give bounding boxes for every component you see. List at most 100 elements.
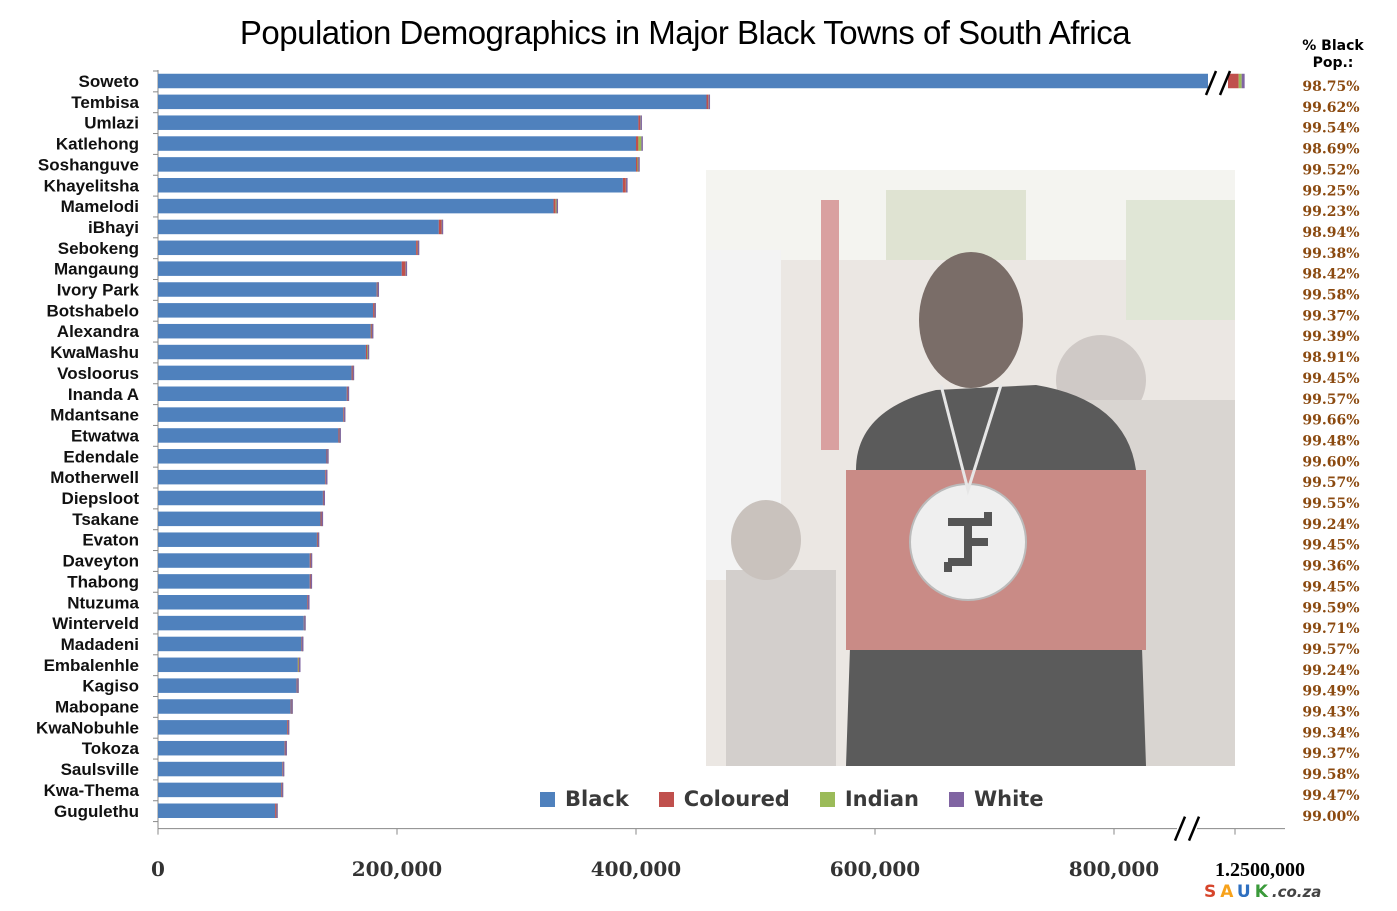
bar-black bbox=[158, 261, 402, 276]
bar-white bbox=[441, 219, 444, 235]
brand-domain: .co.za bbox=[1271, 883, 1322, 901]
bar-white bbox=[310, 574, 313, 589]
bar-coloured bbox=[553, 198, 556, 214]
bar-white bbox=[347, 386, 350, 401]
legend-item: Coloured bbox=[658, 787, 790, 811]
bar-white bbox=[310, 553, 313, 568]
bar-white bbox=[321, 511, 324, 527]
bar-coloured bbox=[320, 511, 323, 527]
legend: Black Coloured Indian White bbox=[540, 784, 1074, 814]
category-label: iBhayi bbox=[88, 218, 139, 237]
bar-indian bbox=[1238, 73, 1242, 89]
bar-coloured bbox=[365, 344, 368, 360]
pct-black-value: 98.42% bbox=[1302, 267, 1359, 283]
legend-label: Indian bbox=[844, 787, 919, 811]
bar-white bbox=[367, 344, 370, 360]
photo-inset-icon bbox=[706, 170, 1235, 766]
pct-black-value: 99.45% bbox=[1302, 371, 1359, 387]
bar-black bbox=[158, 157, 636, 172]
bar-black bbox=[158, 595, 308, 610]
pct-black-value: 99.37% bbox=[1302, 746, 1359, 762]
bar-black bbox=[158, 136, 636, 151]
bar-black bbox=[158, 699, 291, 714]
category-label: Inanda A bbox=[68, 385, 139, 404]
axis-break-mark bbox=[1218, 70, 1232, 96]
bar-black bbox=[158, 407, 344, 422]
bar-black bbox=[158, 323, 371, 339]
bar-white bbox=[339, 428, 341, 443]
bar-white bbox=[327, 449, 329, 464]
bar-black bbox=[158, 449, 327, 464]
pct-black-value: 99.59% bbox=[1302, 600, 1359, 616]
pct-black-value: 99.54% bbox=[1302, 121, 1359, 137]
category-label: Tokoza bbox=[82, 739, 140, 758]
bar-black bbox=[158, 740, 285, 756]
bar-white bbox=[405, 261, 408, 276]
chart-title: Population Demographics in Major Black T… bbox=[239, 14, 1131, 51]
bar-black bbox=[158, 344, 366, 360]
bar-white bbox=[641, 136, 643, 151]
bar-black bbox=[158, 803, 276, 818]
pct-black-value: 99.36% bbox=[1302, 559, 1359, 575]
brand-logo: SAUK.co.za bbox=[1204, 882, 1321, 902]
bar-white bbox=[352, 365, 355, 381]
category-label: Madadeni bbox=[61, 635, 139, 654]
bar-coloured bbox=[1225, 73, 1239, 89]
bar-black bbox=[158, 198, 554, 214]
bar-black bbox=[158, 636, 302, 652]
pct-black-value: 99.60% bbox=[1302, 454, 1359, 470]
category-label: Mamelodi bbox=[61, 197, 139, 216]
pct-black-value: 99.24% bbox=[1302, 663, 1359, 679]
bar-white bbox=[371, 323, 374, 339]
axis-break-mark bbox=[1173, 816, 1187, 842]
bar-coloured bbox=[373, 303, 375, 318]
category-label: Mabopane bbox=[55, 698, 139, 717]
bar-coloured bbox=[636, 136, 639, 151]
bar-white bbox=[317, 532, 320, 547]
pct-black-value: 99.58% bbox=[1302, 767, 1359, 783]
x-tick-label: 200,000 bbox=[352, 857, 442, 881]
pct-black-value: 99.25% bbox=[1302, 183, 1359, 199]
pct-black-value: 99.49% bbox=[1302, 684, 1359, 700]
brand-letter: A bbox=[1220, 882, 1237, 902]
bar-indian bbox=[555, 198, 558, 214]
category-label: Botshabelo bbox=[46, 301, 139, 320]
legend-swatch bbox=[948, 791, 964, 807]
pct-black-value: 99.37% bbox=[1302, 308, 1359, 324]
pct-black-value: 98.75% bbox=[1302, 79, 1359, 95]
bar-white bbox=[638, 157, 640, 172]
category-label: KwaNobuhle bbox=[36, 718, 139, 737]
pct-black-value: 99.57% bbox=[1302, 475, 1359, 491]
bar-white bbox=[417, 240, 420, 256]
bar-black bbox=[158, 178, 623, 193]
brand-letter: U bbox=[1236, 882, 1255, 902]
bar-black bbox=[158, 115, 639, 130]
x-tick-label: 400,000 bbox=[591, 857, 681, 881]
pct-black-value: 99.38% bbox=[1302, 246, 1359, 262]
pct-black-header: % Black Pop.: bbox=[1302, 38, 1364, 71]
pct-black-value: 99.52% bbox=[1302, 162, 1359, 178]
bar-black bbox=[158, 303, 374, 318]
bar-coloured bbox=[638, 115, 641, 130]
category-label: Ntuzuma bbox=[67, 593, 139, 612]
bar-black bbox=[158, 511, 321, 527]
category-label: Kagiso bbox=[82, 677, 139, 696]
category-label: Diepsloot bbox=[62, 489, 140, 508]
category-label: Daveyton bbox=[62, 552, 139, 571]
bar-coloured bbox=[338, 428, 340, 443]
pct-black-value: 98.69% bbox=[1302, 142, 1359, 158]
legend-item: Indian bbox=[819, 787, 919, 811]
bar-white bbox=[323, 490, 326, 506]
bar-black bbox=[158, 73, 1226, 89]
bar-coloured bbox=[416, 240, 418, 256]
bar-black bbox=[158, 761, 283, 777]
x-tick-label: 600,000 bbox=[830, 857, 920, 881]
category-label: Soshanguve bbox=[38, 155, 139, 174]
category-label: Evaton bbox=[82, 531, 139, 550]
category-label: Umlazi bbox=[84, 114, 139, 133]
bar-white bbox=[282, 761, 285, 777]
pct-black-value: 99.55% bbox=[1302, 496, 1359, 512]
bar-white bbox=[1241, 73, 1245, 89]
category-label: Ivory Park bbox=[57, 281, 140, 300]
